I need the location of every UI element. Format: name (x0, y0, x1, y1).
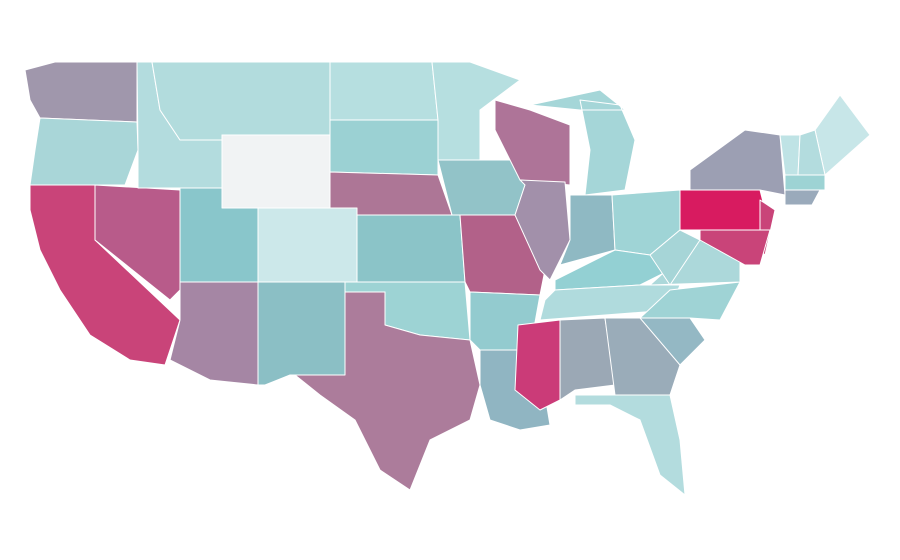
state (529, 89, 636, 196)
state (294, 291, 481, 491)
state (814, 94, 871, 176)
state (689, 129, 786, 196)
state (257, 281, 346, 386)
state (604, 317, 681, 396)
state (431, 61, 521, 161)
state (539, 284, 681, 321)
state (151, 61, 331, 141)
state (24, 61, 138, 123)
state (679, 189, 771, 231)
state (574, 394, 686, 496)
state (257, 207, 358, 283)
state (784, 174, 826, 191)
state (514, 179, 571, 281)
state (94, 184, 181, 301)
state (437, 159, 526, 216)
state (639, 281, 741, 321)
state (329, 119, 439, 176)
state (221, 134, 331, 209)
state (559, 317, 616, 401)
state (494, 99, 571, 186)
state (559, 194, 616, 266)
state (514, 319, 561, 411)
state (169, 281, 259, 386)
state (356, 214, 466, 283)
state (29, 117, 139, 186)
state (699, 229, 771, 266)
state (784, 189, 821, 206)
state (329, 61, 439, 121)
